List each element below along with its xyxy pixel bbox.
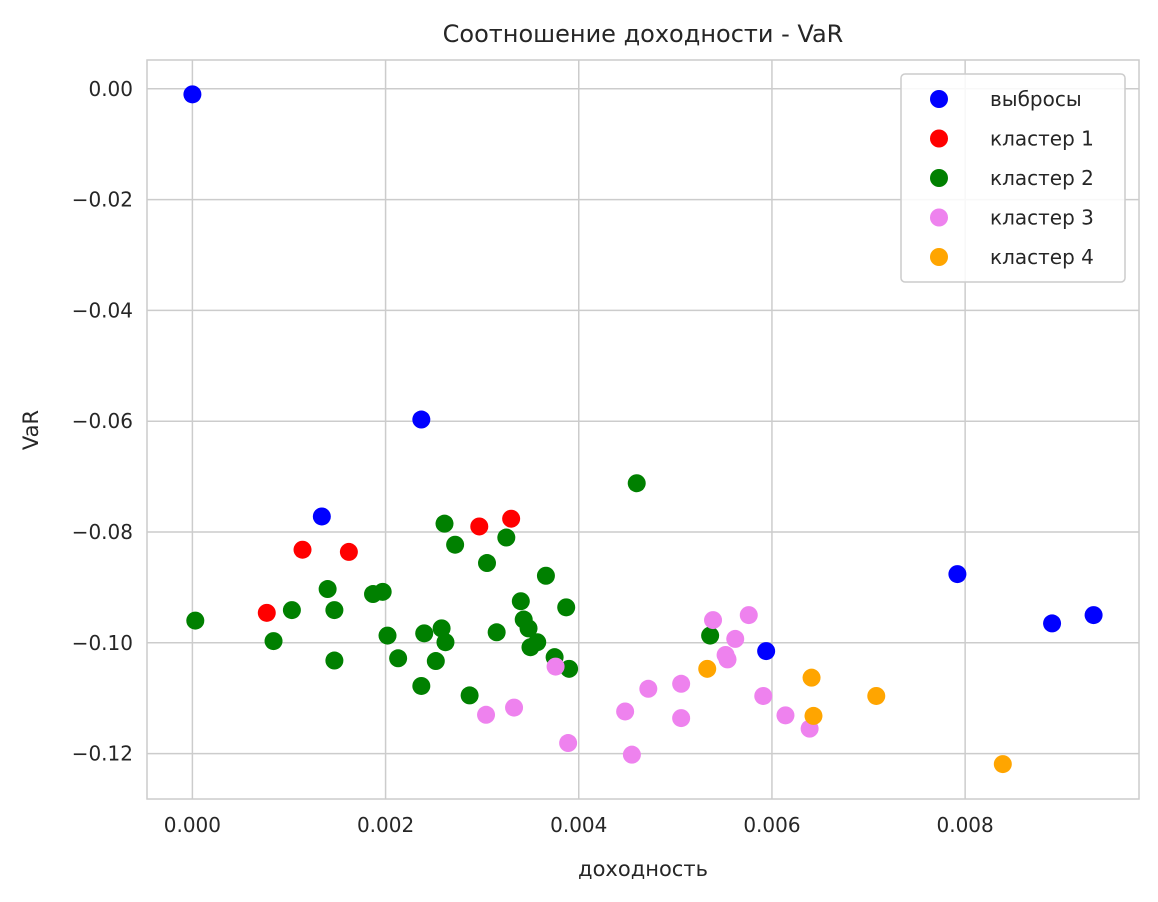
data-point [557, 598, 576, 617]
data-point [497, 528, 516, 547]
data-point [487, 623, 506, 642]
series-1 [183, 85, 1103, 661]
data-point [183, 85, 202, 104]
data-point [257, 603, 276, 622]
data-point [726, 629, 745, 648]
data-point [519, 619, 538, 638]
data-point [560, 659, 579, 678]
legend-label: выбросы [990, 87, 1082, 111]
y-tick-label: −0.04 [72, 298, 133, 322]
x-axis-ticks: 0.000 0.002 0.004 0.006 0.008 [164, 813, 994, 837]
y-tick-label: −0.10 [72, 631, 133, 655]
y-tick-label: −0.02 [72, 188, 133, 212]
legend-marker [930, 169, 948, 187]
legend-label: кластер 1 [990, 127, 1094, 151]
data-point [672, 709, 691, 728]
data-point [446, 535, 465, 554]
data-point [186, 611, 205, 630]
legend-label: кластер 2 [990, 166, 1094, 190]
data-point [432, 619, 451, 638]
legend-marker [930, 129, 948, 148]
data-point [470, 517, 489, 536]
data-point [505, 698, 524, 717]
legend-label: кластер 4 [990, 245, 1094, 269]
series-2 [257, 509, 521, 622]
y-tick-label: 0.00 [88, 77, 133, 101]
data-point [318, 580, 337, 599]
data-point [802, 668, 821, 687]
data-point [718, 650, 737, 669]
data-point [460, 686, 479, 705]
y-axis-ticks: 0.00 −0.02 −0.04 −0.06 −0.08 −0.10 −0.12 [72, 77, 133, 766]
y-axis-label: VaR [19, 410, 43, 450]
data-point [293, 540, 312, 559]
data-point [622, 745, 641, 764]
x-tick-label: 0.000 [164, 813, 221, 837]
x-tick-label: 0.008 [937, 813, 994, 837]
data-point [264, 632, 283, 651]
chart-title: Соотношение доходности - VaR [443, 20, 844, 48]
data-point [325, 651, 344, 670]
data-point [435, 514, 454, 533]
series-5 [698, 659, 1012, 774]
y-tick-label: −0.12 [72, 742, 133, 766]
data-point [312, 507, 331, 526]
data-point [378, 626, 397, 645]
scatter-points [183, 85, 1103, 774]
x-tick-label: 0.004 [550, 813, 607, 837]
series-3 [186, 474, 720, 705]
data-point [948, 565, 967, 584]
data-point [282, 601, 301, 620]
data-point [867, 686, 886, 705]
legend-box [900, 73, 1126, 283]
data-point [426, 652, 445, 671]
data-point [627, 474, 646, 493]
data-point [739, 606, 758, 625]
data-point [412, 410, 431, 429]
x-tick-label: 0.006 [743, 813, 800, 837]
x-tick-label: 0.002 [357, 813, 414, 837]
data-point [701, 626, 720, 645]
data-point [511, 592, 530, 611]
data-point [412, 676, 431, 695]
legend: выбросы кластер 1 кластер 2 кластер 3 класте… [900, 73, 1126, 283]
plot-frame [146, 59, 1140, 800]
data-point [776, 706, 795, 725]
data-point [373, 582, 392, 601]
data-point [528, 633, 547, 652]
data-point [704, 611, 723, 630]
y-tick-label: −0.08 [72, 520, 133, 544]
data-point [757, 642, 776, 661]
data-point [698, 659, 717, 678]
data-point [478, 554, 497, 573]
data-point [436, 633, 455, 652]
data-point [993, 755, 1012, 774]
data-point [536, 566, 555, 585]
data-point [616, 702, 635, 721]
grid-lines [147, 60, 1139, 799]
data-point [502, 509, 521, 528]
data-point [1084, 606, 1103, 625]
legend-marker [930, 90, 948, 108]
x-axis-label: доходность [578, 857, 708, 881]
y-tick-label: −0.06 [72, 409, 133, 433]
data-point [1043, 614, 1062, 633]
legend-marker [930, 208, 948, 227]
data-point [477, 705, 496, 724]
legend-marker [930, 248, 948, 266]
data-point [804, 706, 823, 725]
series-4 [477, 606, 819, 764]
data-point [339, 542, 358, 561]
data-point [325, 601, 344, 620]
data-point [546, 657, 565, 676]
data-point [672, 674, 691, 693]
data-point [415, 624, 434, 643]
data-point [559, 734, 578, 753]
legend-label: кластер 3 [990, 206, 1094, 230]
data-point [754, 686, 773, 705]
data-point [389, 649, 408, 668]
data-point [639, 679, 658, 698]
